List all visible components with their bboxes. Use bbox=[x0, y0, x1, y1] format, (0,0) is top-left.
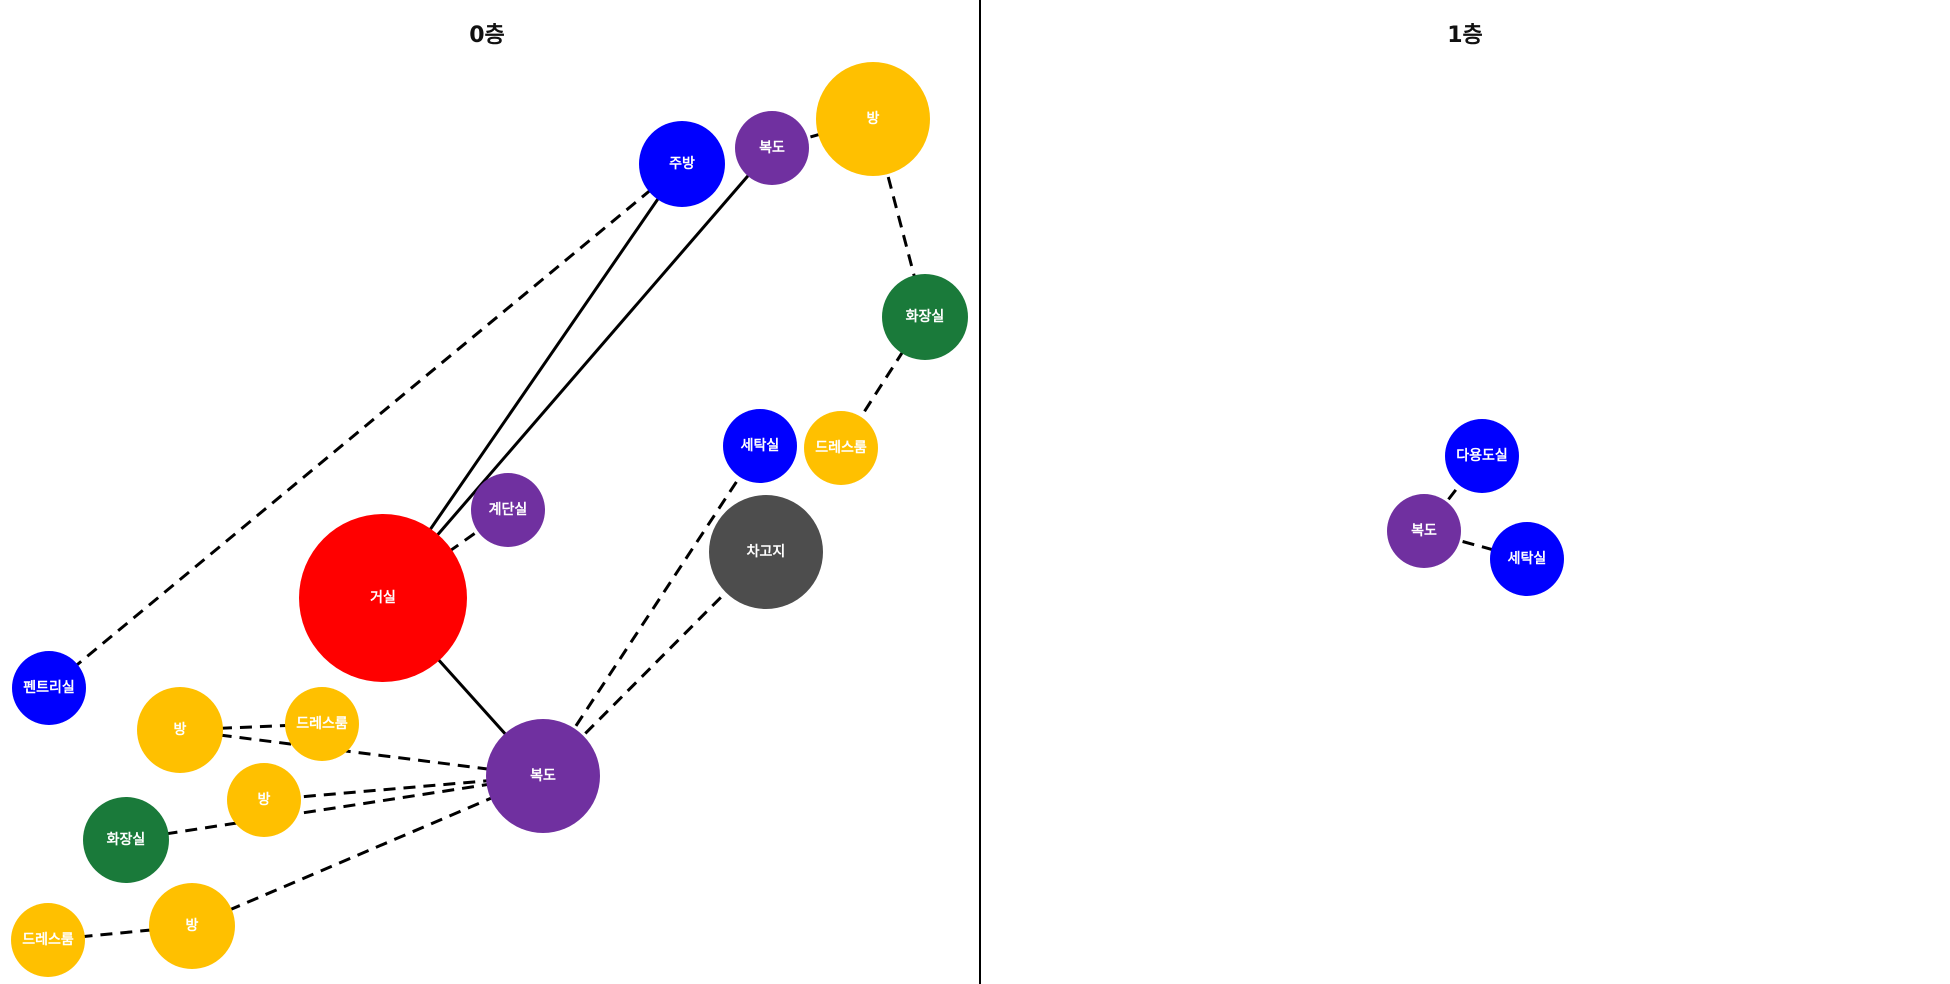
room-node-f0_room_b: 방 bbox=[227, 763, 301, 837]
edge-f0_living-f0_kitchen bbox=[381, 163, 684, 599]
edge-f0_bath_left-f0_hall_main bbox=[125, 774, 544, 842]
room-node-f0_garage: 차고지 bbox=[709, 495, 823, 609]
room-label: 주방 bbox=[669, 155, 695, 172]
room-circle bbox=[709, 495, 823, 609]
room-node-f0_bath_right: 화장실 bbox=[882, 274, 968, 360]
room-circle bbox=[83, 797, 169, 883]
room-label: 복도 bbox=[1411, 523, 1437, 539]
room-circle bbox=[804, 411, 878, 485]
room-label: 거실 bbox=[370, 590, 396, 606]
room-circle bbox=[149, 883, 235, 969]
room-label: 방 bbox=[186, 917, 199, 934]
room-circle bbox=[1387, 494, 1461, 568]
room-label: 다용도실 bbox=[1456, 448, 1508, 464]
room-node-f0_kitchen: 주방 bbox=[639, 121, 725, 207]
floor-0-title: 0층 bbox=[469, 23, 505, 48]
room-circle bbox=[137, 687, 223, 773]
room-circle bbox=[882, 274, 968, 360]
room-node-f0_dress_b: 드레스룸 bbox=[11, 903, 85, 977]
room-label: 펜트리실 bbox=[23, 680, 75, 696]
room-node-f0_stairs: 계단실 bbox=[471, 473, 545, 547]
room-circle bbox=[11, 903, 85, 977]
edge-f0_room_b-f0_hall_main bbox=[263, 774, 544, 802]
room-circle bbox=[816, 62, 930, 176]
room-circle bbox=[471, 473, 545, 547]
room-node-f0_room_top: 방 bbox=[816, 62, 930, 176]
room-label: 화장실 bbox=[906, 308, 945, 325]
room-circle bbox=[1445, 419, 1519, 493]
room-label: 방 bbox=[258, 791, 271, 808]
room-label: 차고지 bbox=[747, 544, 786, 560]
room-circle bbox=[12, 651, 86, 725]
room-label: 드레스룸 bbox=[296, 716, 348, 732]
edge-f0_hall_main-f0_laundry bbox=[541, 445, 762, 777]
room-circle bbox=[735, 111, 809, 185]
room-circle bbox=[1490, 522, 1564, 596]
room-node-f0_room_c: 방 bbox=[149, 883, 235, 969]
floor-1-title: 1층 bbox=[1447, 23, 1483, 48]
room-label: 방 bbox=[174, 721, 187, 738]
room-node-f0_hall_main: 복도 bbox=[486, 719, 600, 833]
edge-f0_kitchen-f0_pantry bbox=[48, 162, 683, 690]
room-circle bbox=[486, 719, 600, 833]
edge-f0_room_c-f0_hall_main bbox=[191, 774, 544, 928]
edge-f0_room_a-f0_hall_main bbox=[179, 728, 544, 778]
room-node-f1_laundry: 세탁실 bbox=[1490, 522, 1564, 596]
room-label: 복도 bbox=[759, 140, 785, 156]
edge-f1_hall-f1_multi bbox=[1422, 455, 1484, 532]
room-label: 화장실 bbox=[107, 831, 146, 848]
room-node-f0_dress_right: 드레스룸 bbox=[804, 411, 878, 485]
room-label: 드레스룸 bbox=[22, 932, 74, 948]
room-circle bbox=[227, 763, 301, 837]
room-node-f1_multi: 다용도실 bbox=[1445, 419, 1519, 493]
room-node-f0_pantry: 펜트리실 bbox=[12, 651, 86, 725]
room-node-f0_dress_a: 드레스룸 bbox=[285, 687, 359, 761]
room-circle bbox=[723, 409, 797, 483]
room-label: 세탁실 bbox=[741, 437, 780, 454]
room-label: 방 bbox=[867, 110, 880, 127]
room-node-f0_living: 거실 bbox=[299, 514, 467, 682]
room-label: 드레스룸 bbox=[815, 440, 867, 456]
room-node-f0_hall_top: 복도 bbox=[735, 111, 809, 185]
room-node-f0_room_a: 방 bbox=[137, 687, 223, 773]
room-circle bbox=[639, 121, 725, 207]
room-node-f1_hall: 복도 bbox=[1387, 494, 1461, 568]
room-node-f0_bath_left: 화장실 bbox=[83, 797, 169, 883]
room-node-f0_laundry: 세탁실 bbox=[723, 409, 797, 483]
room-label: 계단실 bbox=[489, 501, 528, 518]
room-circle bbox=[285, 687, 359, 761]
room-circle bbox=[299, 514, 467, 682]
room-label: 복도 bbox=[530, 768, 556, 784]
room-label: 세탁실 bbox=[1508, 550, 1547, 567]
edge-f0_living-f0_hall_top bbox=[381, 147, 774, 599]
